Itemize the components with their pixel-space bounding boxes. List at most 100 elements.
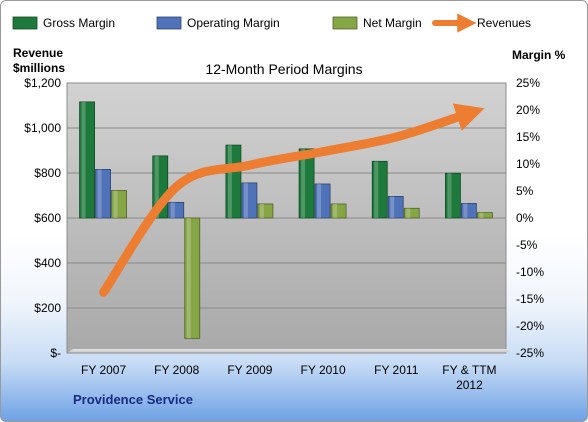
bar-face bbox=[95, 168, 111, 219]
plot-floor bbox=[67, 349, 512, 353]
bar-highlight bbox=[479, 212, 484, 218]
bar-gross-margin bbox=[79, 101, 95, 219]
category-label: FY 2011 bbox=[374, 363, 419, 377]
bar-net-margin bbox=[111, 190, 127, 219]
bar-face bbox=[111, 190, 127, 219]
chart-text: 12-Month Period Margins Revenue$millions M… bbox=[13, 46, 566, 407]
category-label: FY 2008 bbox=[154, 363, 199, 377]
bar-net-margin bbox=[477, 212, 493, 219]
left-axis-tick-label: $400 bbox=[34, 256, 61, 270]
bar-highlight bbox=[406, 208, 411, 218]
legend-label: Operating Margin bbox=[187, 16, 280, 30]
bar-highlight bbox=[447, 173, 452, 218]
legend-label: Gross Margin bbox=[43, 16, 115, 30]
legend-item-net-margin: Net Margin bbox=[332, 16, 422, 30]
bar-highlight bbox=[186, 218, 191, 339]
right-axis-title: Margin % bbox=[512, 48, 566, 62]
right-axis-tick-label: 25% bbox=[516, 76, 540, 90]
category-label: FY & TTM bbox=[442, 363, 496, 377]
category-label: FY 2009 bbox=[227, 363, 272, 377]
bar-highlight bbox=[259, 203, 264, 218]
bar-face bbox=[168, 201, 185, 219]
legend-label: Net Margin bbox=[363, 16, 422, 30]
bar-highlight bbox=[170, 202, 175, 218]
left-axis-title-line2: $millions bbox=[13, 61, 65, 75]
bar-highlight bbox=[390, 196, 395, 218]
legend-swatch bbox=[12, 16, 38, 30]
left-axis-tick-label: $1,200 bbox=[24, 76, 61, 90]
bar-face bbox=[184, 217, 201, 339]
category-label: 2012 bbox=[456, 378, 483, 392]
bar-gross-margin bbox=[445, 172, 461, 219]
right-axis-tick-label: -15% bbox=[516, 292, 544, 306]
revenue-arrow bbox=[99, 103, 485, 297]
bar-highlight bbox=[463, 203, 468, 218]
bar-highlight bbox=[227, 145, 232, 218]
bar-gross-margin bbox=[298, 148, 315, 219]
chart-title: 12-Month Period Margins bbox=[205, 61, 362, 77]
company-name: Providence Service bbox=[73, 392, 193, 407]
legend-item-operating-margin: Operating Margin bbox=[156, 16, 280, 30]
bar-gross-margin bbox=[371, 160, 388, 219]
bar-face bbox=[445, 172, 461, 219]
left-axis-tick-label: $1,000 bbox=[24, 121, 61, 135]
legend-label: Revenues bbox=[477, 16, 531, 30]
left-axis-tick-label: $200 bbox=[34, 301, 61, 315]
bar-face bbox=[403, 207, 420, 219]
category-label: FY 2007 bbox=[81, 363, 126, 377]
bar-face bbox=[298, 148, 315, 219]
right-axis-tick-label: 15% bbox=[516, 130, 540, 144]
bar-net-margin bbox=[257, 203, 274, 219]
bar-face bbox=[461, 203, 477, 219]
legend: Gross Margin Operating Margin Net Margin Re… bbox=[12, 13, 531, 33]
bar-operating-margin bbox=[241, 182, 258, 219]
bar-highlight bbox=[97, 169, 102, 218]
legend-swatch bbox=[332, 16, 358, 30]
left-axis-tick-label: $- bbox=[50, 346, 61, 360]
bar-face bbox=[314, 183, 331, 219]
bar-net-margin bbox=[184, 217, 201, 339]
bar-highlight bbox=[243, 182, 248, 218]
bar-operating-margin bbox=[314, 183, 331, 219]
legend-item-gross-margin: Gross Margin bbox=[12, 16, 115, 30]
legend-swatch bbox=[156, 16, 182, 30]
bar-net-margin bbox=[403, 207, 420, 219]
category-label: FY 2010 bbox=[301, 363, 346, 377]
bar-highlight bbox=[317, 183, 322, 218]
bar-operating-margin bbox=[95, 168, 111, 219]
right-axis-tick-label: -20% bbox=[516, 319, 544, 333]
left-axis-tick-label: $600 bbox=[34, 211, 61, 225]
bar-face bbox=[330, 203, 347, 219]
bar-gross-margin bbox=[225, 144, 242, 219]
left-axis-title-line1: Revenue bbox=[13, 46, 63, 60]
bar-highlight bbox=[333, 203, 338, 218]
bar-highlight bbox=[154, 155, 159, 218]
bar-face bbox=[79, 101, 95, 219]
axes: $- $200 $400 $600 $800 $1,000 $1,200 -25% -20% -1… bbox=[24, 76, 544, 392]
right-axis-tick-label: 10% bbox=[516, 157, 540, 171]
bar-face bbox=[241, 182, 258, 219]
right-axis-tick-label: 20% bbox=[516, 103, 540, 117]
bar-highlight bbox=[81, 101, 86, 218]
right-axis-tick-label: 5% bbox=[516, 184, 534, 198]
right-axis-tick-label: -25% bbox=[516, 346, 544, 360]
bar-operating-margin bbox=[387, 195, 404, 219]
revenue-line bbox=[99, 103, 485, 297]
bar-operating-margin bbox=[168, 201, 185, 219]
bar-face bbox=[387, 195, 404, 219]
right-axis-tick-label: -5% bbox=[516, 238, 538, 252]
bar-net-margin bbox=[330, 203, 347, 219]
bar-operating-margin bbox=[461, 203, 477, 219]
bar-face bbox=[257, 203, 274, 219]
right-axis-tick-label: -10% bbox=[516, 265, 544, 279]
left-axis-tick-label: $800 bbox=[34, 166, 61, 180]
right-axis-tick-label: 0% bbox=[516, 211, 534, 225]
bar-highlight bbox=[374, 161, 379, 218]
legend-item-revenues: Revenues bbox=[432, 13, 531, 33]
bar-highlight bbox=[301, 148, 306, 218]
bar-face bbox=[477, 212, 493, 219]
bar-highlight bbox=[113, 190, 118, 218]
bar-face bbox=[371, 160, 388, 219]
